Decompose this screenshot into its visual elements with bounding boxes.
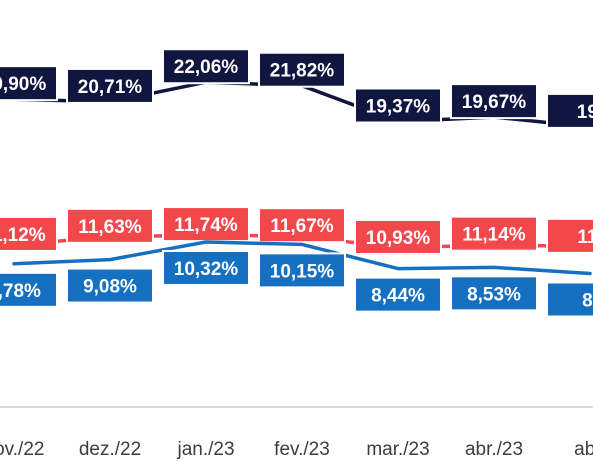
data-label: 10,32% xyxy=(174,259,239,280)
series-2-point-3: 11,74% xyxy=(162,206,250,243)
x-tick-label: nov./22 xyxy=(0,439,44,460)
series-2-point-4: 11,67% xyxy=(258,207,346,244)
series-1-point-6: 19,67% xyxy=(450,83,538,120)
data-label-box xyxy=(354,276,442,313)
x-tick-label: abr./23 xyxy=(465,439,523,460)
series-1-point-1: 20,90% xyxy=(0,65,58,102)
data-label-box xyxy=(0,65,58,102)
x-tick-label: fev./23 xyxy=(274,439,330,460)
data-label: 19,67% xyxy=(462,92,527,113)
data-label-box xyxy=(0,271,58,308)
data-label: 8, xyxy=(582,290,593,311)
series-1-point-7: 19, xyxy=(546,92,593,129)
data-label: 11,67% xyxy=(270,216,333,237)
series-1-point-2: 20,71% xyxy=(66,67,154,104)
series-1-point-5: 19,37% xyxy=(354,87,442,124)
data-label-box xyxy=(450,83,538,120)
data-label-box xyxy=(354,87,442,124)
data-label: 22,06% xyxy=(174,57,239,78)
data-label-box xyxy=(546,281,593,318)
data-label: 19,37% xyxy=(366,96,431,117)
series-layer: 20,90% 20,71% 22,06% 21,82% 19,37% 19,67% 19, 1… xyxy=(0,48,593,318)
series-2-point-1: 11,12% xyxy=(0,215,58,252)
x-tick-label: jan./23 xyxy=(176,439,234,460)
data-label: 11,12% xyxy=(0,225,46,246)
data-label-box xyxy=(450,275,538,312)
data-label-box xyxy=(354,218,442,255)
series-2-point-2: 11,63% xyxy=(66,207,154,244)
series-1-point-4: 21,82% xyxy=(258,51,346,88)
data-label: 11,14% xyxy=(462,225,525,246)
data-label: 19, xyxy=(577,102,593,123)
data-label: 8,53% xyxy=(467,284,521,305)
data-label-box xyxy=(162,249,250,286)
series-3-point-4: 10,15% xyxy=(258,252,346,289)
series-2-point-5: 10,93% xyxy=(354,218,442,255)
data-label-box xyxy=(0,215,58,252)
data-label-box xyxy=(162,48,250,85)
series-3-point-6: 8,53% xyxy=(450,275,538,312)
data-label-box xyxy=(66,207,154,244)
data-label: 20,71% xyxy=(78,77,143,98)
data-label: 20,90% xyxy=(0,74,46,95)
tick-labels: nov./22 dez./22 jan./23 fev./23 mar./23 abr./… xyxy=(0,439,593,460)
series-3-point-3: 10,32% xyxy=(162,249,250,286)
data-label: 11,63% xyxy=(78,217,141,238)
data-label: 9,08% xyxy=(83,277,137,298)
series-3-line xyxy=(12,240,592,276)
data-label-box xyxy=(546,217,593,254)
series-1-point-3: 22,06% xyxy=(162,48,250,85)
series-3-point-1: 8,78% xyxy=(0,271,58,308)
x-tick-label: dez./22 xyxy=(79,439,141,460)
x-tick-label: abr. xyxy=(574,439,593,460)
data-label: 10,93% xyxy=(366,228,431,249)
series-2-point-7: 11, xyxy=(546,217,593,254)
data-label-box xyxy=(450,215,538,252)
data-label: 11,74% xyxy=(174,215,237,236)
data-label-box xyxy=(66,267,154,304)
series-2-point-6: 11,14% xyxy=(450,215,538,252)
data-label: 10,15% xyxy=(270,261,335,282)
data-label-box xyxy=(258,252,346,289)
series-3-point-2: 9,08% xyxy=(66,267,154,304)
series-3-point-7: 8, xyxy=(546,281,593,318)
data-label-box xyxy=(546,92,593,129)
x-tick-label: mar./23 xyxy=(366,439,429,460)
data-label-box xyxy=(258,207,346,244)
data-label: 8,44% xyxy=(371,286,425,307)
data-label: 21,82% xyxy=(270,61,335,82)
data-label-box xyxy=(258,51,346,88)
data-label: 8,78% xyxy=(0,281,41,302)
data-label-box xyxy=(66,67,154,104)
series-3-point-5: 8,44% xyxy=(354,276,442,313)
data-label: 11, xyxy=(577,227,593,248)
